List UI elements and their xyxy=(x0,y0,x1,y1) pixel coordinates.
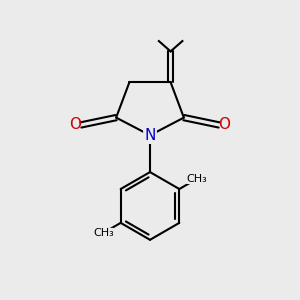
Text: N: N xyxy=(144,128,156,143)
Text: O: O xyxy=(218,118,230,133)
Text: O: O xyxy=(70,118,82,133)
Text: CH₃: CH₃ xyxy=(93,228,114,238)
Text: CH₃: CH₃ xyxy=(186,174,207,184)
